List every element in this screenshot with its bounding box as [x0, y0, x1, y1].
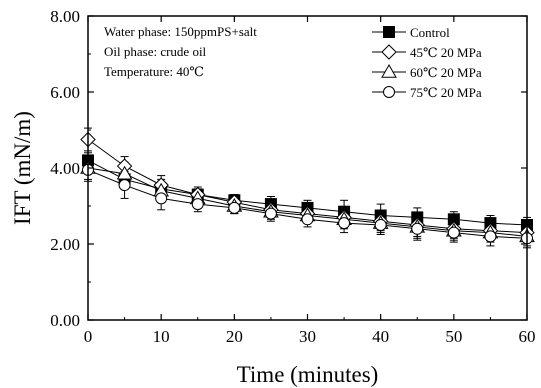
data-point-75c	[118, 179, 131, 192]
data-markers	[80, 131, 535, 245]
axis-ticks: 0 10 20 30 40 50 60 0.00 2.00 4.00 6.00 8.00	[50, 7, 535, 346]
annotation-water-phase: Water phase: 150ppmPS+salt	[104, 24, 257, 39]
data-point-75c	[228, 201, 241, 214]
legend-marker-control	[383, 26, 395, 38]
x-tick-label: 10	[153, 327, 170, 346]
x-tick-label: 40	[372, 327, 389, 346]
x-axis-label: Time (minutes)	[237, 362, 379, 387]
x-tick-label: 0	[84, 327, 93, 346]
data-point-75c	[301, 213, 314, 226]
x-tick-label: 50	[445, 327, 462, 346]
data-point-75c	[155, 192, 168, 205]
legend-marker-60c	[381, 63, 397, 78]
annotation-oil-phase: Oil phase: crude oil	[104, 44, 207, 59]
x-tick-label: 20	[226, 327, 243, 346]
y-tick-label: 8.00	[50, 7, 80, 26]
data-point-75c	[484, 230, 497, 243]
plot-frame	[87, 15, 528, 321]
legend-marker-75c	[383, 86, 395, 98]
data-point-60c	[116, 165, 133, 180]
y-tick-label: 2.00	[50, 235, 80, 254]
legend-label-60c: 60℃ 20 MPa	[410, 65, 482, 80]
data-point-75c	[411, 222, 424, 235]
legend-label-control: Control	[410, 25, 450, 40]
legend-label-75c: 75℃ 20 MPa	[410, 85, 482, 100]
y-axis-label: IFT (mN/m)	[10, 111, 35, 225]
error-bars	[84, 127, 531, 249]
annotation-temperature: Temperature: 40℃	[104, 64, 204, 79]
y-tick-label: 6.00	[50, 83, 80, 102]
data-point-75c	[338, 217, 351, 230]
legend-label-45c: 45℃ 20 MPa	[410, 45, 482, 60]
legend: Control 45℃ 20 MPa 60℃ 20 MPa 75℃ 20 MPa	[372, 25, 482, 100]
data-point-75c	[374, 219, 387, 231]
data-point-75c	[447, 226, 460, 239]
y-tick-label: 4.00	[50, 159, 80, 178]
x-tick-label: 60	[519, 327, 536, 346]
y-tick-label: 0.00	[50, 311, 80, 330]
x-tick-label: 30	[299, 327, 316, 346]
data-point-75c	[264, 207, 277, 220]
data-point-75c	[191, 198, 204, 211]
legend-marker-45c	[381, 44, 397, 60]
